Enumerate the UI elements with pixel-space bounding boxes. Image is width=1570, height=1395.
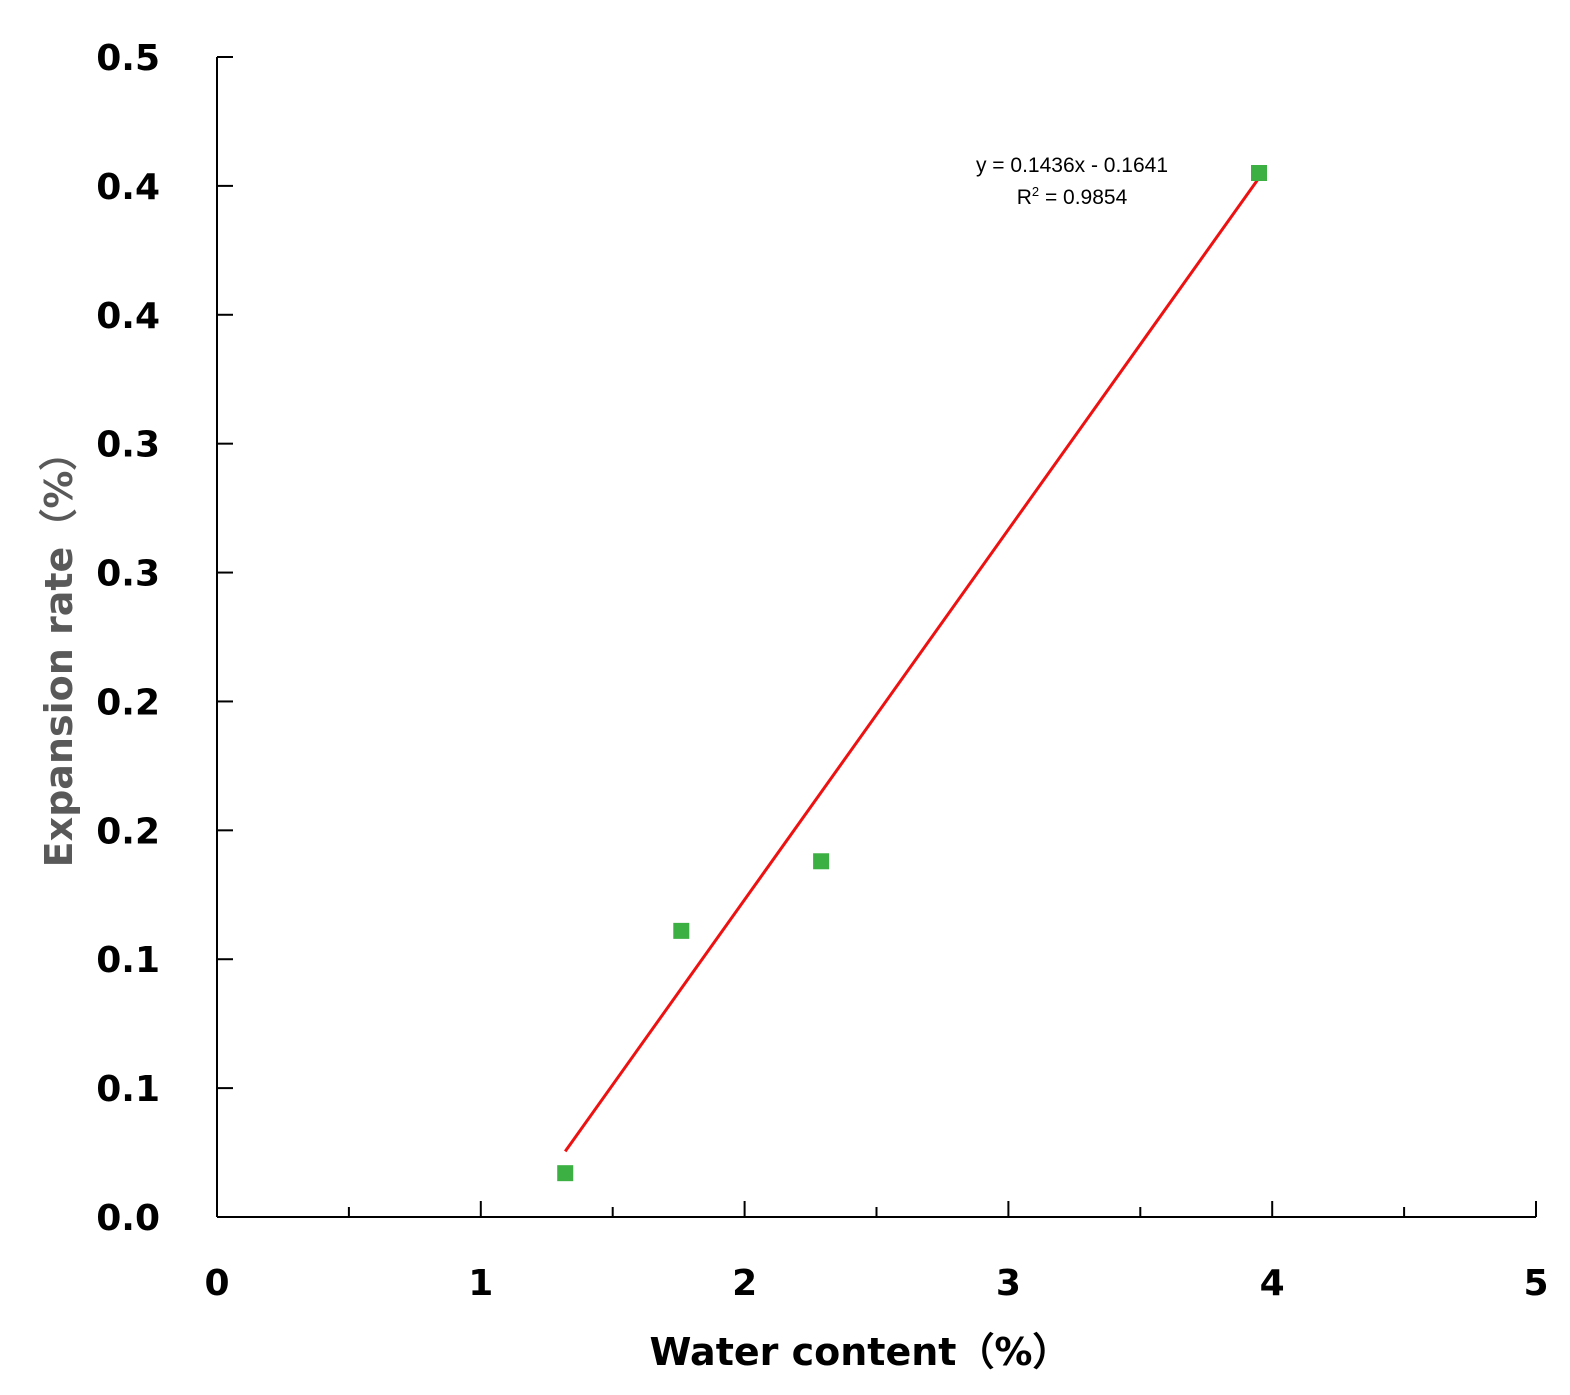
y-tick-label: 0.0	[96, 1198, 160, 1239]
x-tick-label: 0	[204, 1263, 229, 1304]
r-squared-prefix: R	[1017, 186, 1032, 209]
y-tick-label: 0.1	[96, 940, 160, 981]
x-tick-label: 5	[1523, 1263, 1548, 1304]
data-point	[813, 853, 830, 870]
x-ticks: 0 1 2 3 4 5	[204, 1201, 1549, 1304]
trendline-equation: y = 0.1436x - 0.1641	[976, 154, 1168, 177]
y-tick-label: 0.3	[96, 425, 160, 466]
trendline-group	[563, 176, 1261, 1153]
x-tick-label: 4	[1260, 1263, 1285, 1304]
trendline-r-squared: R2 = 0.9854	[1017, 184, 1128, 209]
axes	[216, 57, 1536, 1218]
y-tick-label: 0.4	[96, 167, 160, 208]
data-point	[557, 1165, 574, 1182]
r-squared-exponent: 2	[1032, 184, 1039, 199]
data-point	[1251, 165, 1268, 181]
y-tick-label: 0.5	[96, 38, 160, 79]
y-axis-title: Expansion rate（%）	[37, 433, 81, 868]
y-tick-label: 0.2	[96, 811, 160, 852]
data-points	[557, 165, 1268, 1182]
x-tick-label: 3	[996, 1263, 1021, 1304]
y-ticks: 0.0 0.1 0.1 0.2 0.2 0.3 0.3 0.4 0.4 0.5	[96, 38, 233, 1239]
data-point	[673, 922, 690, 939]
y-tick-label: 0.2	[96, 682, 160, 723]
y-tick-label: 0.3	[96, 554, 160, 595]
r-squared-value: = 0.9854	[1039, 186, 1127, 209]
trendline	[563, 176, 1261, 1153]
x-tick-label: 1	[468, 1263, 493, 1304]
x-tick-label: 2	[732, 1263, 757, 1304]
y-tick-label: 0.4	[96, 296, 160, 337]
x-axis-title: Water content（%）	[649, 1330, 1070, 1374]
y-tick-label: 0.1	[96, 1069, 160, 1110]
